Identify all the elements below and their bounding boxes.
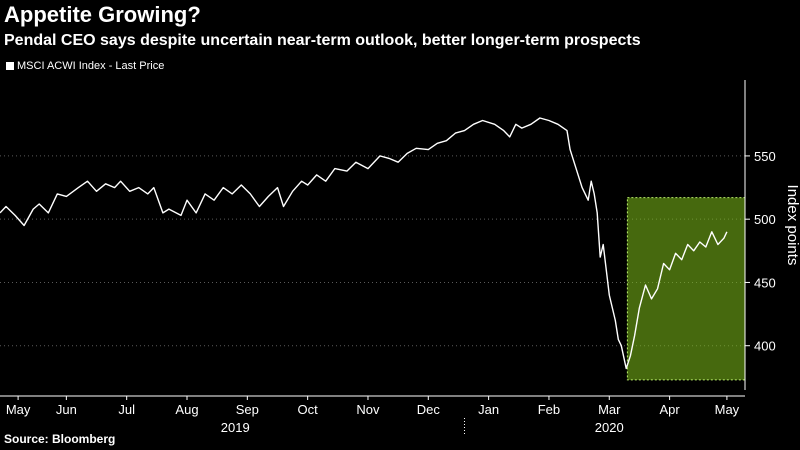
y-tick-label: 450 bbox=[754, 275, 776, 290]
x-tick-label-mar: Mar bbox=[598, 402, 621, 417]
x-tick-label-apr: Apr bbox=[659, 402, 680, 417]
x-tick-label-nov: Nov bbox=[356, 402, 380, 417]
x-tick-label-jun: Jun bbox=[56, 402, 77, 417]
x-tick-label-sep: Sep bbox=[236, 402, 259, 417]
legend-label: MSCI ACWI Index - Last Price bbox=[17, 60, 165, 72]
y-tick-label: 400 bbox=[754, 339, 776, 354]
chart-subtitle: Pendal CEO says despite uncertain near-t… bbox=[4, 32, 641, 49]
y-tick-label: 500 bbox=[754, 212, 776, 227]
chart-title: Appetite Growing? bbox=[4, 2, 201, 27]
x-tick-label-oct: Oct bbox=[298, 402, 319, 417]
x-tick-label-jan: Jan bbox=[478, 402, 499, 417]
x-tick-label-aug: Aug bbox=[175, 402, 198, 417]
y-tick-label: 550 bbox=[754, 149, 776, 164]
year-label-2020: 2020 bbox=[595, 420, 624, 435]
y-axis-title: Index points bbox=[784, 185, 800, 266]
x-tick-label-dec: Dec bbox=[417, 402, 441, 417]
x-tick-label-may: May bbox=[715, 402, 740, 417]
x-tick-label-feb: Feb bbox=[538, 402, 560, 417]
x-tick-label-jul: Jul bbox=[118, 402, 135, 417]
x-tick-label-may: May bbox=[6, 402, 31, 417]
year-label-2019: 2019 bbox=[221, 420, 250, 435]
source-note: Source: Bloomberg bbox=[4, 432, 116, 446]
legend-swatch bbox=[6, 62, 14, 70]
series-line-msci-acwi bbox=[0, 117, 728, 370]
legend: MSCI ACWI Index - Last Price bbox=[6, 60, 164, 72]
